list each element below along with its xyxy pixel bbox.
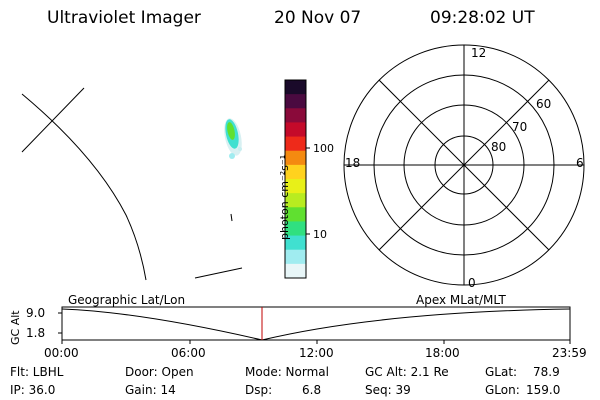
y-tick-label-1-8: 1.8 (26, 326, 46, 340)
x-tick-label-1800: 18:00 (425, 346, 460, 360)
colorbar-label: photon cm⁻²s⁻¹ (278, 154, 291, 240)
earth-map (21, 87, 243, 281)
y-tick-label-9: 9.0 (26, 306, 46, 320)
lat-label-80: 80 (491, 140, 507, 154)
colorbar-band (285, 150, 306, 166)
colorbar-band (285, 80, 306, 95)
status-dsp-value: 6.8 (302, 383, 322, 397)
status-door: Door: Open (125, 365, 194, 379)
colorbar-band (285, 193, 306, 208)
colorbar-band (285, 122, 306, 138)
time-label: 09:28:02 UT (430, 8, 535, 28)
altitude-curve (61, 308, 571, 341)
altitude-frame (61, 306, 571, 341)
status-flt: Flt: LBHL (10, 365, 64, 379)
colorbar (285, 80, 306, 279)
status-dsp-label: Dsp: (245, 383, 273, 397)
app-title: Ultraviolet Imager (47, 8, 201, 28)
apex-label: Apex MLat/MLT (416, 293, 506, 307)
colorbar-band (285, 179, 306, 194)
aurora-emission (224, 118, 242, 159)
colorbar-band (285, 249, 306, 265)
mlt-label-18: 18 (345, 156, 361, 170)
earth-limb-arc (21, 93, 147, 281)
mlt-label-12: 12 (471, 46, 487, 60)
polar-plot (343, 44, 585, 286)
colorbar-band (285, 136, 306, 152)
polar-diagonal-2 (378, 79, 550, 251)
x-tick-label-0000: 00:00 (44, 346, 79, 360)
lat-label-70: 70 (512, 120, 528, 134)
gc-alt-axis-label: GC Alt (9, 310, 22, 345)
x-tick-label-0600: 06:00 (171, 346, 206, 360)
geographic-label: Geographic Lat/Lon (68, 293, 186, 307)
x-tick-label-2359: 23:59 (552, 346, 587, 360)
status-gain: Gain: 14 (125, 383, 176, 397)
altitude-panel (58, 306, 571, 344)
map-grid-line-bottom (194, 267, 243, 279)
colorbar-band (285, 221, 306, 237)
status-seq: Seq: 39 (365, 383, 411, 397)
status-gc-alt: GC Alt: 2.1 Re (365, 365, 449, 379)
colorbar-band (285, 263, 306, 279)
map-grid-line (21, 87, 85, 153)
map-tick (230, 213, 233, 222)
status-ip: IP: 36.0 (10, 383, 56, 397)
colorbar-tick-label-100: 100 (313, 142, 334, 155)
status-glat-label: GLat: (485, 365, 518, 379)
colorbar-band (285, 235, 306, 251)
colorbar-band (285, 94, 306, 109)
status-glon-value: 159.0 (526, 383, 561, 397)
colorbar-band (285, 164, 306, 180)
status-mode: Mode: Normal (245, 365, 329, 379)
colorbar-tick-label-10: 10 (313, 228, 327, 241)
status-glat-value: 78.9 (533, 365, 560, 379)
colorbar-frame (284, 79, 307, 279)
date-label: 20 Nov 07 (274, 8, 362, 28)
colorbar-band (285, 207, 306, 222)
mlt-label-6: 6 (576, 156, 584, 170)
lat-label-60: 60 (536, 97, 552, 111)
mlt-label-0: 0 (468, 276, 476, 290)
x-tick-label-1200: 12:00 (299, 346, 334, 360)
colorbar-band (285, 108, 306, 123)
status-glon-label: GLon: (485, 383, 520, 397)
